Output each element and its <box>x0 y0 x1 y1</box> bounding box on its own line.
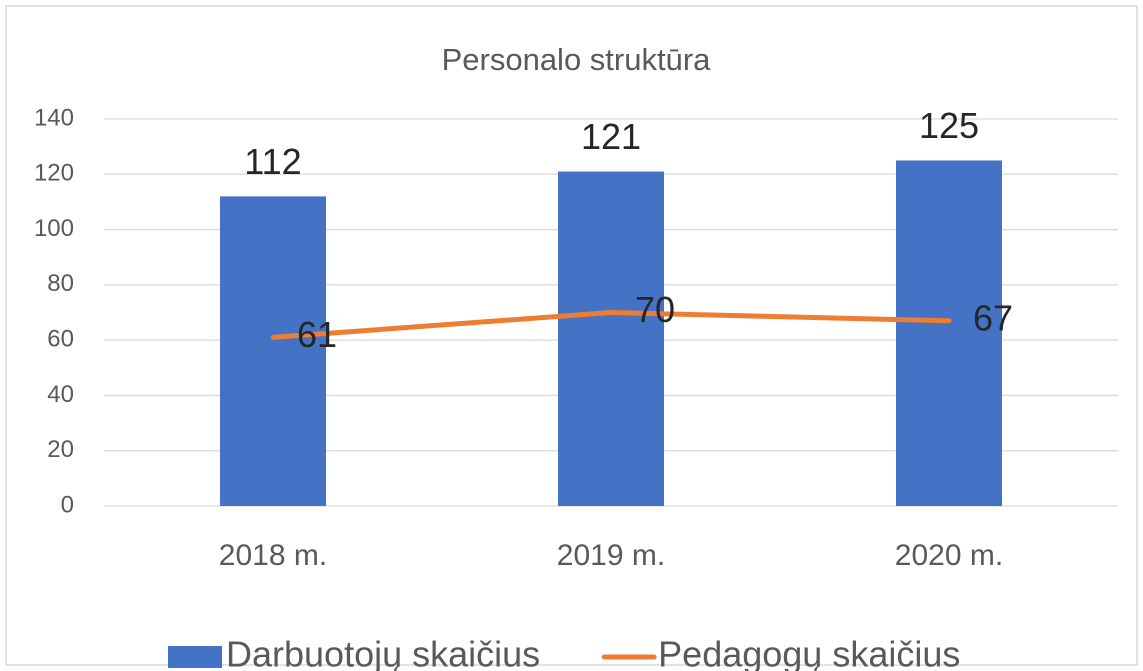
x-tick-label: 2020 m. <box>895 539 1003 572</box>
data-label: 112 <box>244 141 301 182</box>
data-label: 70 <box>635 289 675 330</box>
y-tick-label: 60 <box>47 325 74 352</box>
x-tick-label: 2018 m. <box>219 539 327 572</box>
y-tick-label: 140 <box>34 104 74 131</box>
y-tick-label: 0 <box>61 491 74 518</box>
y-tick-label: 100 <box>34 215 74 242</box>
bar <box>896 160 1002 506</box>
legend-swatch <box>168 646 222 668</box>
y-tick-label: 20 <box>47 436 74 463</box>
legend-label: Pedagogų skaičius <box>658 634 960 671</box>
y-tick-label: 120 <box>34 160 74 187</box>
bar <box>558 171 664 506</box>
legend-label: Darbuotojų skaičius <box>226 634 540 671</box>
chart-title: Personalo struktūra <box>442 42 712 77</box>
data-label: 61 <box>297 314 337 355</box>
line <box>270 309 952 340</box>
data-label: 121 <box>581 116 641 157</box>
data-label: 67 <box>973 297 1013 338</box>
y-tick-label: 40 <box>47 381 74 408</box>
x-tick-label: 2019 m. <box>557 539 665 572</box>
bar <box>220 196 326 506</box>
data-label: 125 <box>919 105 979 146</box>
y-tick-label: 80 <box>47 270 74 297</box>
